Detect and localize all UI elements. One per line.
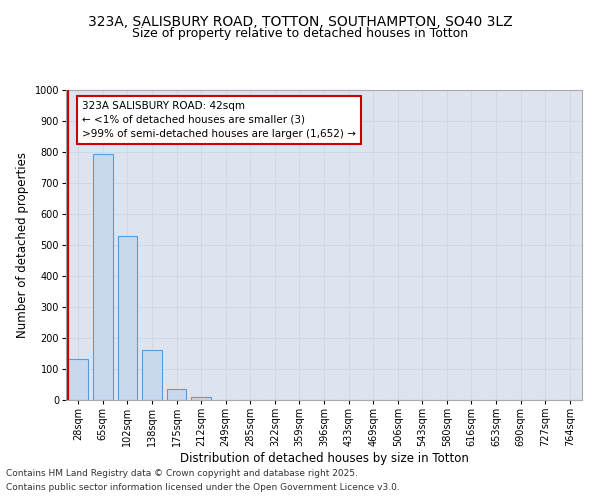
Bar (142, 350, 162, 400)
Bar (93, 154, 113, 400)
Bar (68, 359, 88, 400)
Text: 323A SALISBURY ROAD: 42sqm
← <1% of detached houses are smaller (3)
>99% of semi: 323A SALISBURY ROAD: 42sqm ← <1% of deta… (82, 101, 356, 139)
Bar (118, 236, 137, 400)
Text: Contains HM Land Registry data © Crown copyright and database right 2025.: Contains HM Land Registry data © Crown c… (6, 468, 358, 477)
Y-axis label: Number of detached properties: Number of detached properties (16, 152, 29, 338)
Text: 323A, SALISBURY ROAD, TOTTON, SOUTHAMPTON, SO40 3LZ: 323A, SALISBURY ROAD, TOTTON, SOUTHAMPTO… (88, 15, 512, 29)
X-axis label: Distribution of detached houses by size in Totton: Distribution of detached houses by size … (179, 452, 469, 465)
Bar (167, 388, 187, 400)
Text: Contains public sector information licensed under the Open Government Licence v3: Contains public sector information licen… (6, 484, 400, 492)
Bar (191, 397, 211, 400)
Text: Size of property relative to detached houses in Totton: Size of property relative to detached ho… (132, 28, 468, 40)
